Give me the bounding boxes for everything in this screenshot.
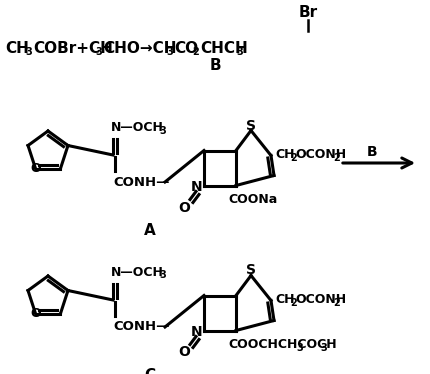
Text: 3: 3 (320, 343, 327, 353)
Text: OCONH: OCONH (295, 148, 346, 161)
Text: 2: 2 (333, 298, 340, 308)
Text: Br: Br (298, 4, 318, 19)
Text: CONH—: CONH— (113, 321, 169, 334)
Text: S: S (246, 119, 256, 132)
Text: O: O (178, 346, 190, 359)
Text: COONa: COONa (228, 193, 277, 206)
Text: COOCHCHCOCH: COOCHCHCOCH (228, 338, 337, 351)
Text: CONH—: CONH— (113, 175, 169, 188)
Text: 3: 3 (166, 46, 173, 56)
Text: N—OCH: N—OCH (111, 120, 164, 134)
Text: 2: 2 (290, 153, 297, 163)
Text: N: N (191, 325, 203, 338)
Text: N—OCH: N—OCH (111, 266, 164, 279)
Text: 3: 3 (296, 343, 303, 353)
Text: O: O (31, 307, 41, 321)
Text: B: B (209, 58, 221, 73)
Text: 3: 3 (236, 46, 243, 56)
Text: CH: CH (5, 40, 29, 55)
Text: 2: 2 (333, 153, 340, 163)
Text: 2: 2 (192, 46, 199, 56)
Text: CHO→CH: CHO→CH (103, 40, 176, 55)
Text: C: C (144, 368, 156, 374)
Text: O: O (31, 162, 41, 175)
Text: 3: 3 (25, 46, 32, 56)
Text: 3: 3 (159, 126, 166, 135)
Text: CO: CO (174, 40, 198, 55)
Text: COBr+CH: COBr+CH (33, 40, 113, 55)
Text: CH: CH (275, 148, 295, 161)
Text: 2: 2 (290, 298, 297, 308)
Text: B: B (367, 145, 377, 159)
Text: CHCH: CHCH (200, 40, 248, 55)
Text: CH: CH (275, 293, 295, 306)
Text: S: S (246, 264, 256, 278)
Text: A: A (144, 223, 156, 237)
Text: O: O (178, 200, 190, 215)
Text: OCONH: OCONH (295, 293, 346, 306)
Text: N: N (191, 180, 203, 193)
Text: 3: 3 (159, 270, 166, 280)
Text: 3: 3 (95, 46, 102, 56)
